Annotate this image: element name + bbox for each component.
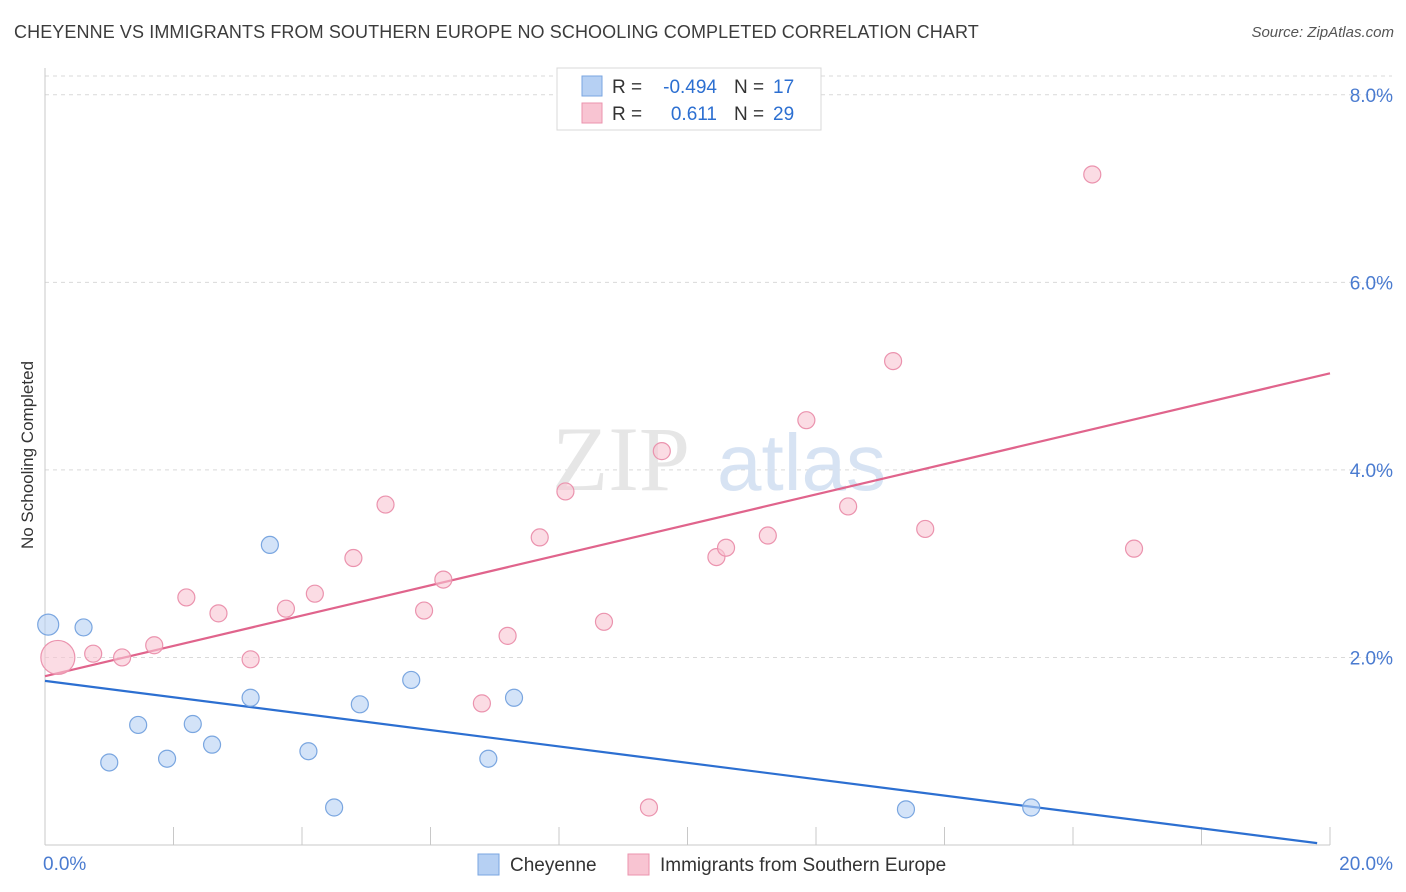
trend-line-blue — [44, 679, 1318, 845]
stats-swatch-pink — [581, 102, 603, 124]
point-pink-4 — [177, 588, 196, 607]
point-pink-17 — [594, 612, 614, 631]
point-blue-16 — [1022, 798, 1041, 817]
point-pink-6 — [241, 650, 260, 669]
point-pink-12 — [434, 570, 453, 589]
point-pink-23 — [797, 411, 816, 430]
x-tick-label-20: 20.0% — [1339, 854, 1393, 875]
trend-line-pink — [44, 372, 1331, 678]
legend-label-immigrants: Immigrants from Southern Europe — [660, 855, 946, 876]
point-pink-0 — [40, 639, 76, 676]
stats-n-label-blue: N = — [734, 77, 764, 98]
chart-source: Source: ZipAtlas.com — [1251, 24, 1394, 41]
point-pink-22 — [758, 526, 777, 545]
point-pink-1 — [84, 644, 103, 663]
point-pink-13 — [472, 694, 491, 713]
legend-swatch-immigrants — [627, 853, 650, 876]
stats-r-label-blue: R = — [612, 77, 642, 98]
point-blue-6 — [202, 735, 222, 754]
chart-title: CHEYENNE VS IMMIGRANTS FROM SOUTHERN EUR… — [14, 22, 979, 42]
stats-r-value-pink: 0.611 — [671, 104, 717, 125]
point-pink-21 — [716, 538, 736, 557]
stats-n-value-pink: 29 — [773, 104, 794, 125]
y-tick-label-8: 8.0% — [1350, 86, 1393, 107]
point-pink-5 — [209, 604, 228, 623]
point-pink-7 — [276, 599, 296, 618]
stats-r-value-blue: -0.494 — [663, 77, 717, 98]
point-blue-8 — [260, 535, 279, 555]
y-axis-title: No Schooling Completed — [18, 361, 37, 549]
y-tick-label-6: 6.0% — [1350, 273, 1393, 294]
watermark: ZIP atlas — [552, 408, 886, 510]
y-tick-label-4: 4.0% — [1350, 461, 1393, 482]
legend-swatch-cheyenne — [477, 853, 500, 876]
point-blue-7 — [241, 688, 260, 707]
point-pink-16 — [556, 482, 575, 501]
stats-r-label-pink: R = — [612, 104, 642, 125]
watermark-atlas: atlas — [717, 418, 886, 507]
point-pink-24 — [839, 497, 858, 516]
point-blue-12 — [402, 670, 421, 690]
axes — [44, 68, 1331, 846]
point-blue-2 — [100, 753, 119, 772]
stats-n-value-blue: 17 — [773, 77, 794, 98]
point-pink-27 — [1083, 165, 1102, 184]
trend-lines — [44, 372, 1331, 845]
watermark-zip: ZIP — [552, 408, 690, 510]
gridlines — [45, 75, 1392, 658]
stats-swatch-blue — [581, 75, 603, 97]
legend-label-cheyenne: Cheyenne — [510, 855, 597, 876]
stats-n-label-pink: N = — [734, 104, 764, 125]
point-pink-15 — [530, 528, 549, 547]
point-pink-11 — [414, 601, 434, 620]
point-blue-3 — [129, 715, 148, 735]
point-blue-10 — [325, 798, 344, 817]
point-pink-9 — [344, 548, 363, 568]
data-points — [37, 165, 1144, 819]
point-blue-9 — [299, 742, 318, 761]
point-blue-0 — [37, 613, 60, 636]
point-blue-13 — [479, 749, 498, 768]
point-pink-3 — [145, 636, 164, 655]
point-pink-28 — [1124, 539, 1144, 558]
point-blue-11 — [350, 695, 369, 714]
point-blue-1 — [74, 618, 93, 637]
point-pink-8 — [305, 584, 324, 603]
point-blue-5 — [183, 714, 202, 734]
legend: Cheyenne Immigrants from Southern Europe — [477, 853, 946, 876]
point-pink-14 — [498, 626, 517, 645]
point-pink-25 — [883, 351, 903, 371]
y-tick-label-2: 2.0% — [1350, 648, 1393, 669]
point-pink-26 — [916, 519, 935, 539]
point-pink-18 — [639, 798, 659, 817]
stats-box: R = -0.494 N = 17 R = 0.611 N = 29 — [556, 67, 822, 131]
point-pink-10 — [376, 495, 395, 514]
point-pink-19 — [652, 442, 671, 461]
point-blue-14 — [504, 688, 524, 707]
point-blue-15 — [896, 800, 916, 819]
point-pink-2 — [112, 648, 132, 667]
tick-labels: 2.0% 4.0% 6.0% 8.0% 0.0% 20.0% — [43, 86, 1393, 875]
point-blue-4 — [157, 749, 177, 768]
x-tick-label-0: 0.0% — [43, 854, 86, 875]
